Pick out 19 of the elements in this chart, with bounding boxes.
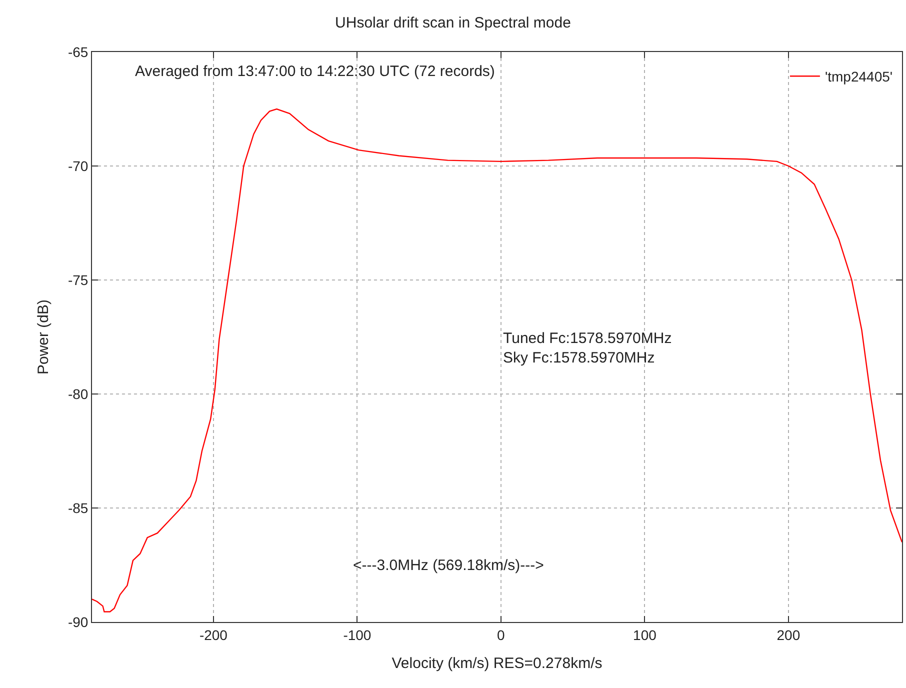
- line-series: [92, 108, 902, 612]
- x-tick-label: 200: [776, 626, 800, 643]
- x-tick-label: 100: [633, 626, 657, 643]
- x-tick-label: -100: [343, 626, 372, 643]
- legend-label: 'tmp24405': [824, 68, 893, 85]
- y-tick-label: -80: [68, 386, 88, 402]
- x-tick-label: -200: [199, 626, 228, 643]
- y-tick-label: -75: [68, 272, 88, 288]
- y-tick-label: -85: [68, 500, 88, 516]
- chart-title: UHsolar drift scan in Spectral mode: [335, 14, 571, 32]
- x-tick-label: 0: [497, 626, 506, 643]
- y-tick-label: -90: [68, 614, 88, 630]
- annotation: <---3.0MHz (569.18km/s)--->: [353, 557, 544, 574]
- annotation: Averaged from 13:47:00 to 14:22:30 UTC (72 records): [135, 63, 495, 80]
- y-axis-title: Power (dB): [35, 299, 52, 375]
- y-tick-label: -65: [68, 44, 88, 60]
- y-tick-label: -70: [68, 158, 88, 174]
- annotation: Tuned Fc:1578.5970MHz Sky Fc:1578.5970MHz: [503, 330, 672, 366]
- x-axis-title: Velocity (km/s) RES=0.278km/s: [392, 654, 602, 672]
